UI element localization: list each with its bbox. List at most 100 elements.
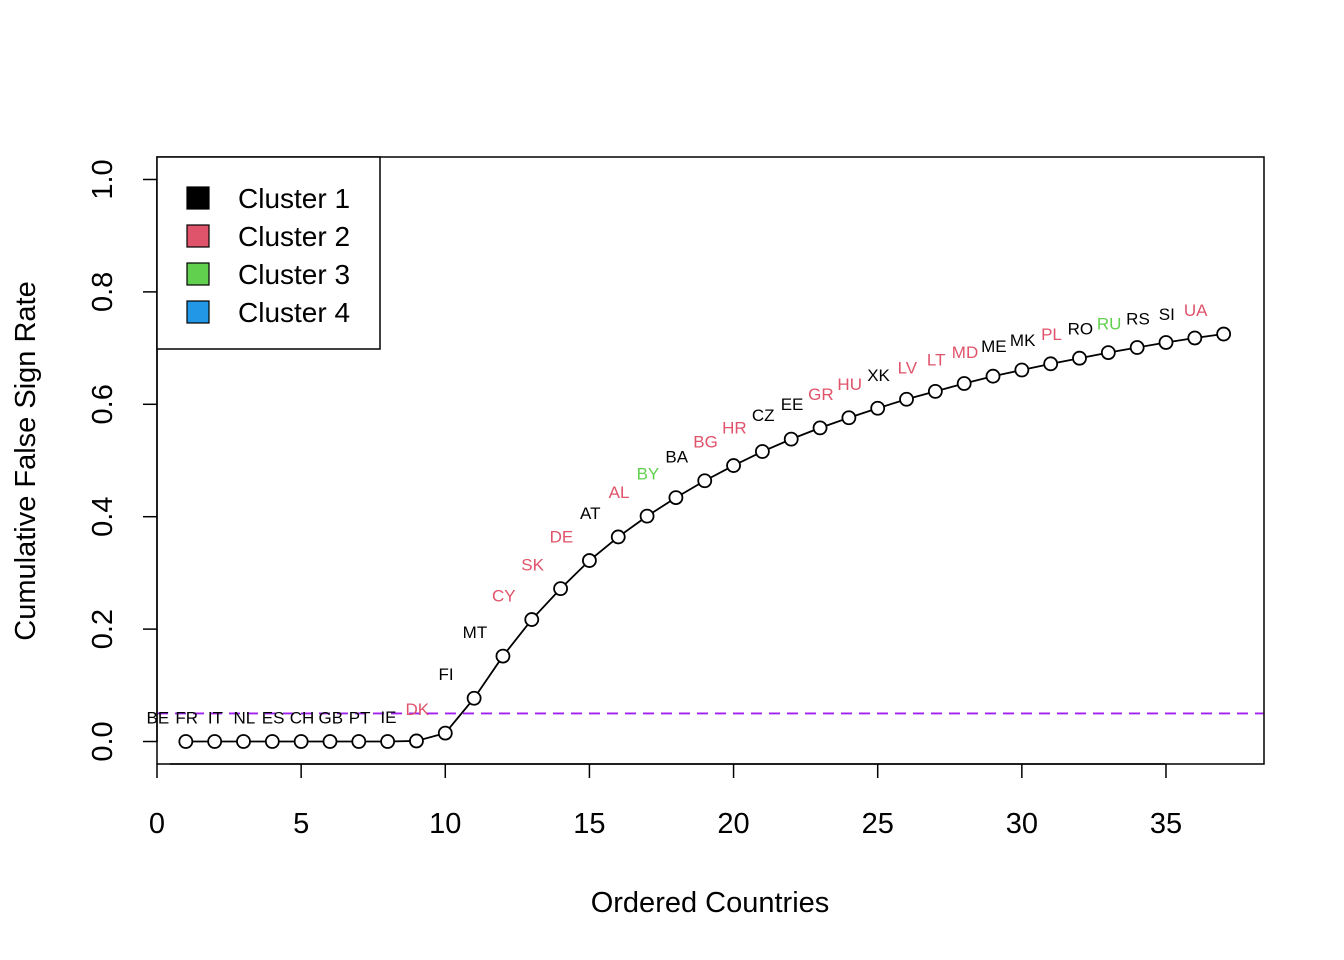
- point-label-ru: RU: [1097, 315, 1122, 334]
- plot-frame: [156, 156, 1265, 765]
- data-point-lv: [927, 383, 943, 399]
- point-label-rs: RS: [1126, 309, 1150, 328]
- legend-label: Cluster 2: [238, 221, 350, 252]
- point-label-ua: UA: [1184, 301, 1208, 320]
- data-point-si: [1187, 330, 1203, 346]
- y-tick-label: 0.8: [87, 272, 119, 312]
- data-point-lt: [956, 376, 972, 391]
- data-point-ba: [697, 473, 713, 489]
- data-point-md: [985, 368, 1001, 384]
- point-label-me: ME: [981, 337, 1007, 356]
- point-label-nl: NL: [233, 709, 255, 728]
- legend-swatch: [186, 262, 210, 286]
- point-label-fr: FR: [175, 709, 198, 728]
- data-point-hr: [754, 444, 770, 459]
- point-label-md: MD: [952, 343, 978, 362]
- data-point-cy: [524, 612, 540, 627]
- x-tick-label: 0: [149, 808, 165, 840]
- data-point-xk: [899, 391, 914, 407]
- point-label-gb: GB: [319, 709, 344, 728]
- data-point-nl: [264, 734, 280, 749]
- x-tick-label: 5: [293, 808, 309, 840]
- point-label-hr: HR: [722, 419, 747, 438]
- y-tick-label: 1.0: [87, 159, 119, 199]
- x-tick-label: 10: [429, 808, 461, 840]
- data-point-ro: [1100, 345, 1116, 360]
- point-label-gr: GR: [808, 385, 834, 404]
- data-point-me: [1014, 362, 1030, 378]
- data-point-ie: [409, 733, 424, 749]
- point-label-si: SI: [1159, 305, 1175, 324]
- legend-label: Cluster 1: [238, 183, 350, 214]
- point-label-cy: CY: [492, 587, 516, 606]
- point-label-es: ES: [262, 709, 285, 728]
- x-axis-label: Ordered Countries: [591, 887, 830, 919]
- data-point-cz: [783, 431, 799, 447]
- data-point-ua: [1216, 326, 1232, 342]
- point-label-at: AT: [580, 504, 600, 523]
- legend-swatch: [186, 224, 210, 248]
- data-point-ee: [812, 420, 828, 436]
- point-label-bg: BG: [693, 433, 718, 452]
- y-tick-label: 0.6: [87, 384, 119, 424]
- point-label-by: BY: [637, 465, 660, 484]
- data-point-sk: [553, 581, 568, 597]
- point-label-ch: CH: [290, 709, 315, 728]
- data-point-hu: [870, 400, 886, 416]
- y-tick-label: 0.4: [87, 497, 119, 537]
- data-point-es: [293, 734, 309, 749]
- data-point-gr: [841, 410, 857, 426]
- point-label-be: BE: [146, 709, 169, 728]
- data-point-gb: [351, 734, 367, 749]
- x-tick-label: 25: [862, 808, 894, 840]
- point-label-sk: SK: [521, 556, 544, 575]
- point-label-pt: PT: [349, 709, 371, 728]
- point-label-ba: BA: [665, 448, 688, 467]
- point-label-it: IT: [208, 709, 223, 728]
- data-point-ch: [322, 734, 338, 749]
- point-label-lv: LV: [898, 358, 918, 377]
- point-label-mt: MT: [463, 623, 488, 642]
- point-label-cz: CZ: [752, 406, 775, 425]
- point-label-xk: XK: [867, 366, 890, 385]
- data-point-dk: [437, 725, 453, 741]
- data-point-rs: [1158, 335, 1174, 350]
- data-point-by: [668, 490, 684, 505]
- data-point-de: [582, 553, 597, 568]
- data-point-pl: [1072, 350, 1087, 366]
- point-label-mk: MK: [1010, 331, 1036, 350]
- y-tick-label: 0.2: [87, 609, 119, 649]
- point-label-al: AL: [609, 483, 630, 502]
- point-label-ro: RO: [1068, 320, 1094, 339]
- data-point-pt: [380, 734, 396, 749]
- data-point-be: [178, 734, 194, 749]
- legend-entries: Cluster 1 Cluster 2 Cluster 3 Cluster 4: [186, 183, 350, 328]
- x-ticks: 0 5 10 15 20 25 30 35: [149, 764, 1182, 840]
- x-tick-label: 20: [717, 808, 749, 840]
- point-label-fi: FI: [439, 665, 454, 684]
- legend-label: Cluster 3: [238, 259, 350, 290]
- point-label-ie: IE: [380, 708, 396, 727]
- legend-swatch: [186, 300, 210, 324]
- x-axis: 0 5 10 15 20 25 30 35: [149, 763, 1182, 840]
- x-tick-label: 30: [1006, 808, 1038, 840]
- data-point-mt: [495, 648, 511, 664]
- y-axis-label: Cumulative False Sign Rate: [10, 281, 42, 640]
- legend: Cluster 1 Cluster 2 Cluster 3 Cluster 4: [156, 156, 381, 350]
- data-point-fi: [466, 690, 482, 706]
- point-label-de: DE: [550, 528, 574, 547]
- point-label-lt: LT: [927, 351, 946, 370]
- x-tick-label: 15: [573, 808, 605, 840]
- data-point-bg: [726, 458, 741, 473]
- data-point-fr: [207, 734, 223, 749]
- point-label-pl: PL: [1041, 325, 1062, 344]
- data-point-mk: [1043, 356, 1059, 372]
- data-point-ru: [1129, 340, 1145, 355]
- data-points: [178, 326, 1232, 749]
- data-point-at: [610, 529, 626, 545]
- data-point-it: [236, 734, 251, 749]
- legend-swatch: [186, 186, 210, 210]
